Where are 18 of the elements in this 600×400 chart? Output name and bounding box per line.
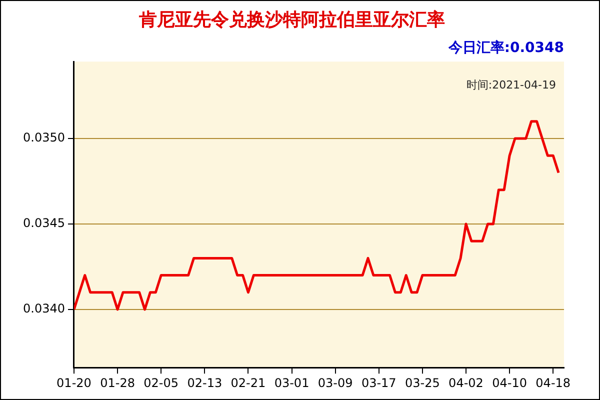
x-tick-label: 02-05 xyxy=(144,376,179,390)
x-tick-label: 03-09 xyxy=(318,376,353,390)
x-tick-label: 04-10 xyxy=(492,376,527,390)
x-tick-label: 03-25 xyxy=(405,376,440,390)
x-tick-label: 03-17 xyxy=(361,376,396,390)
y-tick-label: 0.0345 xyxy=(22,216,65,230)
x-tick-label: 01-20 xyxy=(56,376,92,390)
annotation: 时间:2021-04-19 xyxy=(466,78,556,92)
x-tick-label: 02-21 xyxy=(230,376,266,390)
x-tick-label: 03-01 xyxy=(274,376,310,390)
x-tick-label: 04-02 xyxy=(448,376,484,390)
x-tick-label: 02-13 xyxy=(187,376,222,390)
y-tick-label: 0.0340 xyxy=(22,302,65,316)
chart-title: 肯尼亚先令兑换沙特阿拉伯里亚尔汇率 xyxy=(138,9,445,30)
x-tick-label: 04-18 xyxy=(536,376,571,390)
y-tick-label: 0.0350 xyxy=(22,130,65,145)
text: 今日汇率:0.0348 xyxy=(447,39,564,56)
x-tick-label: 01-28 xyxy=(100,376,135,390)
